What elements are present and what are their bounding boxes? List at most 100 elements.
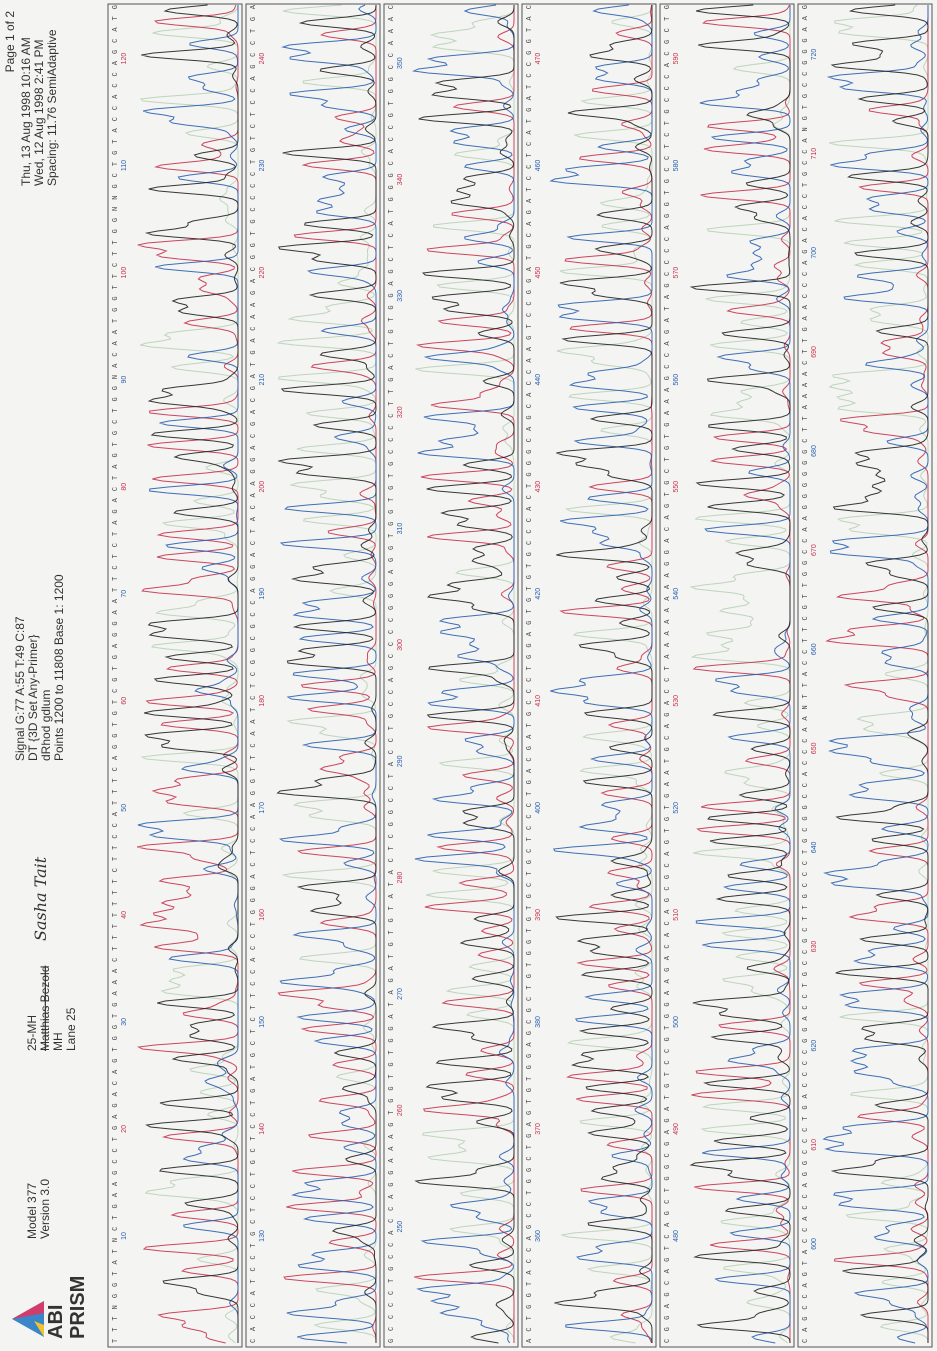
base-number: 400 (535, 802, 542, 814)
base-number: 590 (673, 53, 680, 65)
base-number: 540 (673, 588, 680, 600)
logo-triangle-part (12, 1301, 44, 1319)
base-number: 570 (673, 267, 680, 279)
base-number: 220 (259, 267, 266, 279)
trace (137, 5, 239, 1343)
base-number: 150 (259, 1016, 266, 1028)
trace (276, 4, 377, 1343)
trace (415, 5, 515, 1344)
run-info: dRhod gdlum (39, 690, 53, 761)
base-number: 260 (397, 1104, 404, 1116)
sequence: ACTGGTACCAGCCTGGCTGAGTGTGGAGCGCTGTGGTGTG… (526, 5, 534, 1343)
instrument: Model 377 (25, 1183, 39, 1239)
date: Wed, 12 Aug 1998 2:41 PM (32, 39, 46, 186)
base-number: 200 (259, 481, 266, 493)
trace (691, 4, 791, 1343)
sequence: TTTNGGTATNCTGAAGCCTGAGACAGTGGTGAAACTTTTT… (112, 5, 120, 1343)
base-number: 580 (673, 160, 680, 172)
sample: Matthias Bezold (38, 966, 52, 1051)
base-number: 320 (397, 406, 404, 418)
trace (414, 5, 515, 1343)
trace (554, 5, 653, 1343)
logo-text: ABI (45, 1305, 67, 1339)
base-number: 110 (121, 160, 128, 171)
base-number: 620 (811, 1040, 818, 1052)
sequence: CACCATCCTGCTCCTGCTCCTGATGCTCTTCCACCTGGGA… (250, 4, 258, 1343)
panel-frame (797, 3, 933, 1348)
trace (136, 4, 239, 1344)
base-number: 330 (397, 290, 404, 302)
panel-frame (107, 3, 243, 1348)
base-number: 630 (811, 941, 818, 953)
sequence: CGGAGCAGTCAGCTGGCGAGATGTCCGTGGAAGACACAGC… (664, 5, 672, 1343)
base-number: 170 (259, 802, 266, 814)
base-number: 100 (121, 267, 128, 279)
sample: MH (51, 1032, 65, 1051)
handwritten-name: Sasha Tait (31, 856, 50, 941)
panel-frame (245, 3, 381, 1348)
base-number: 230 (259, 160, 266, 172)
base-number: 670 (811, 544, 818, 556)
base-number: 390 (535, 909, 542, 921)
base-number: 250 (397, 1221, 404, 1233)
base-number: 680 (811, 445, 818, 457)
base-number: 560 (673, 374, 680, 386)
instrument: Version 3.0 (38, 1179, 52, 1239)
base-number: 160 (259, 909, 266, 921)
base-number: 500 (673, 1016, 680, 1028)
base-number: 610 (811, 1139, 818, 1151)
panel-frame (659, 3, 795, 1348)
base-number: 510 (673, 909, 680, 921)
base-number: 20 (121, 1125, 128, 1133)
panel-frame (521, 3, 657, 1348)
base-number: 440 (535, 374, 542, 386)
base-number: 450 (535, 267, 542, 279)
base-number: 50 (121, 804, 128, 812)
base-number: 650 (811, 742, 818, 754)
base-number: 550 (673, 481, 680, 493)
trace (141, 4, 239, 1343)
base-number: 700 (811, 247, 818, 259)
base-number: 490 (673, 1123, 680, 1135)
trace (689, 4, 791, 1344)
date: Thu, 13 Aug 1998 10:16 AM (19, 37, 33, 186)
base-number: 190 (259, 588, 266, 600)
base-number: 600 (811, 1238, 818, 1250)
base-number: 720 (811, 49, 818, 61)
run-info: Signal G:77 A:55 T:49 C:87 (13, 616, 27, 761)
logo-triangle-part (34, 1321, 44, 1337)
base-number: 480 (673, 1230, 680, 1242)
run-info: Points 1200 to 11808 Base 1: 1200 (52, 574, 66, 761)
trace (695, 5, 791, 1344)
base-number: 690 (811, 346, 818, 358)
trace (549, 4, 653, 1344)
trace (414, 5, 515, 1344)
base-number: 180 (259, 695, 266, 707)
base-number: 460 (535, 160, 542, 172)
panel-frame (383, 3, 519, 1348)
base-number: 70 (121, 590, 128, 598)
trace (830, 4, 929, 1343)
trace (822, 5, 929, 1344)
base-number: 710 (811, 148, 818, 160)
base-number: 340 (397, 174, 404, 186)
base-number: 430 (535, 481, 542, 493)
sample: Lane 25 (64, 1007, 78, 1051)
trace (411, 4, 515, 1344)
base-number: 240 (259, 53, 266, 65)
trace (559, 4, 653, 1344)
base-number: 300 (397, 639, 404, 651)
trace (828, 4, 929, 1344)
spacing: Spacing: 11.76 SemiAdaptive (45, 29, 59, 186)
base-number: 60 (121, 697, 128, 705)
sequence: CAGCCAGTACCACCAGGCCCTGACCCCGGACCTGCCGCTT… (802, 5, 810, 1343)
base-number: 350 (397, 57, 404, 69)
base-number: 360 (535, 1230, 542, 1242)
base-number: 530 (673, 695, 680, 707)
base-number: 120 (121, 53, 128, 65)
page-number: Page 1 of 2 (3, 11, 17, 73)
trace (139, 4, 239, 1344)
logo-text: PRISM (67, 1276, 89, 1339)
base-number: 280 (397, 872, 404, 884)
